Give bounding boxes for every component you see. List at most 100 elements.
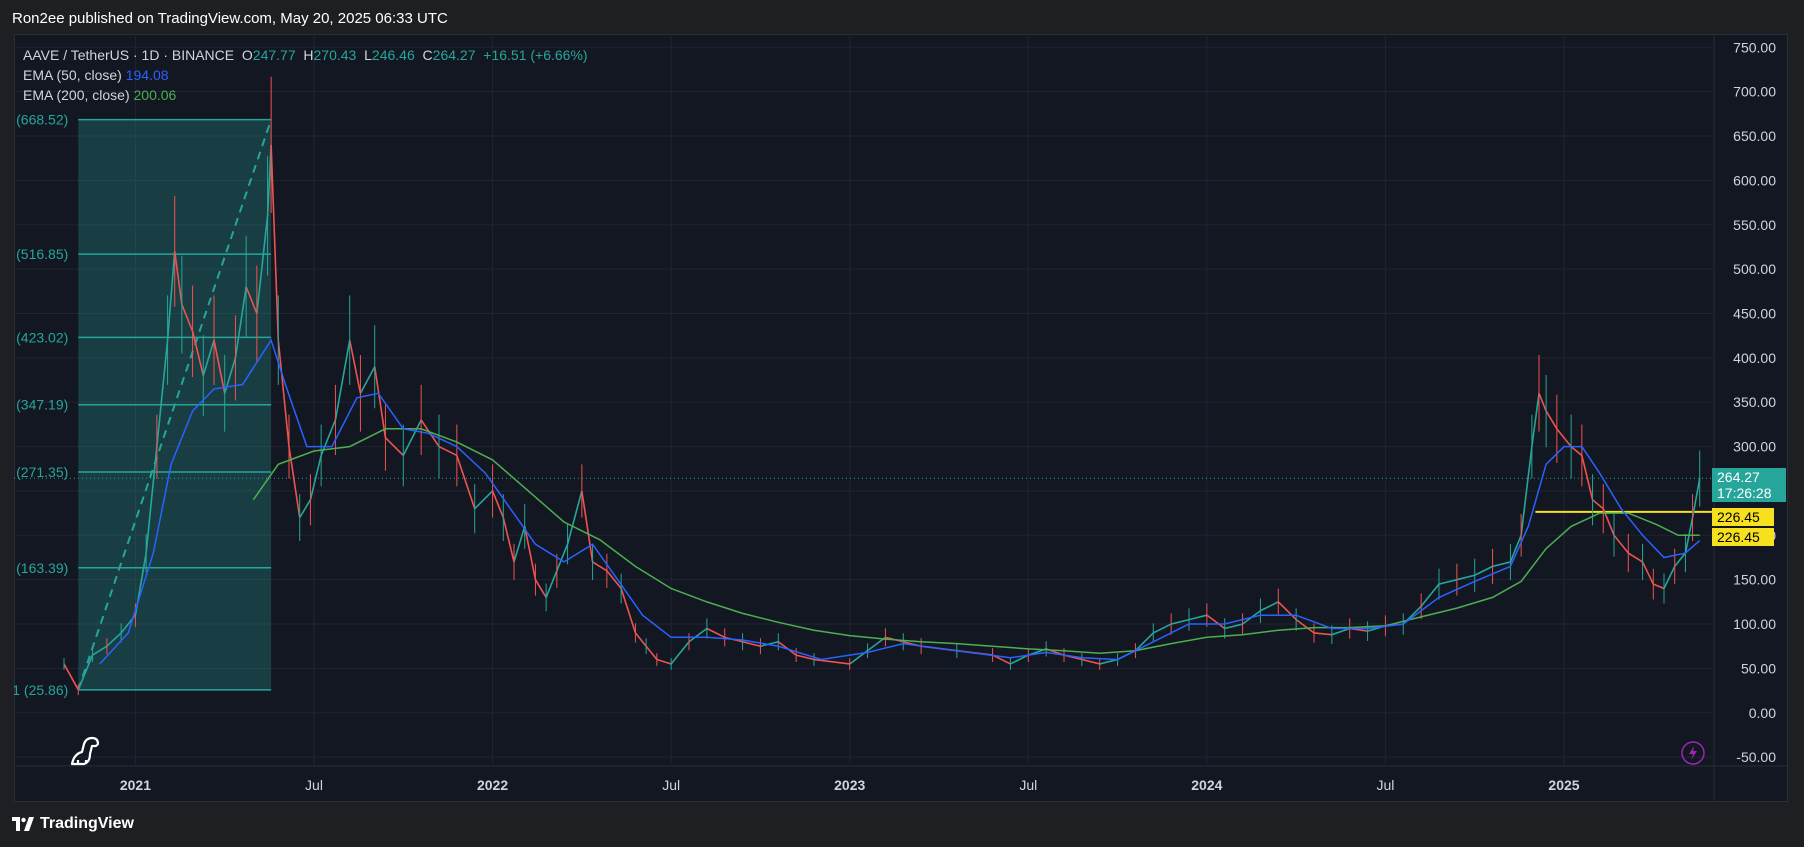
price-segment bbox=[742, 641, 761, 647]
price-segment bbox=[566, 490, 583, 545]
lightning-icon[interactable] bbox=[1680, 740, 1706, 766]
price-segment bbox=[420, 419, 440, 448]
price-segment bbox=[1099, 658, 1118, 665]
ema200-value: 200.06 bbox=[133, 87, 177, 103]
fib-level-label: 0.5 (347.19) bbox=[14, 397, 68, 413]
price-segment bbox=[1509, 535, 1522, 563]
price-segment bbox=[1260, 601, 1279, 612]
ema200-label: EMA (200, close) bbox=[23, 87, 130, 103]
y-tick-label: -50.00 bbox=[1736, 749, 1776, 765]
ema50-label: EMA (50, close) bbox=[23, 67, 122, 83]
price-segment bbox=[402, 419, 422, 456]
price-segment bbox=[1456, 574, 1475, 581]
price-segment bbox=[1492, 561, 1511, 568]
high-label: H bbox=[303, 47, 314, 63]
price-segment bbox=[1474, 565, 1493, 576]
price-segment bbox=[1674, 552, 1687, 567]
price-segment bbox=[191, 331, 205, 376]
last-price-tag: 264.27 17:26:28 bbox=[1712, 468, 1786, 502]
publisher-header: Ron2ee published on TradingView.com, May… bbox=[12, 10, 448, 27]
open-value: 247.77 bbox=[252, 47, 296, 63]
price-segment bbox=[1627, 552, 1643, 563]
ema50-line bbox=[99, 338, 1701, 665]
price-segment bbox=[592, 561, 608, 572]
x-tick-label: 2024 bbox=[1191, 777, 1222, 793]
price-segment bbox=[334, 339, 351, 421]
x-tick-label: 2023 bbox=[834, 777, 865, 793]
price-chart[interactable]: 0 (668.52) 0.236 (516.85) 0.382 (423.02) 0.… bbox=[14, 34, 1788, 802]
price-segment bbox=[1581, 455, 1594, 501]
y-tick-label: 350.00 bbox=[1733, 394, 1776, 410]
close-value: 264.27 bbox=[432, 47, 476, 63]
dino-icon[interactable] bbox=[68, 734, 102, 768]
price-segment bbox=[1188, 614, 1208, 621]
ema50-value: 194.08 bbox=[125, 67, 169, 83]
ema200-line bbox=[252, 428, 1700, 655]
price-segment bbox=[670, 641, 690, 665]
price-segment bbox=[545, 570, 558, 598]
chart-frame[interactable] bbox=[14, 34, 1788, 802]
price-segment bbox=[491, 490, 505, 518]
x-tick-label: 2021 bbox=[120, 777, 151, 793]
y-tick-label: 700.00 bbox=[1733, 84, 1776, 100]
price-segment bbox=[1592, 499, 1604, 510]
ema-tag-2: 226.45 bbox=[1712, 528, 1774, 546]
countdown-value: 17:26:28 bbox=[1717, 485, 1772, 501]
price-segment bbox=[1331, 627, 1350, 636]
fibonacci-retracement: 0 (668.52) 0.236 (516.85) 0.382 (423.02) 0.… bbox=[14, 112, 273, 698]
y-tick-label: 400.00 bbox=[1733, 350, 1776, 366]
y-tick-label: 600.00 bbox=[1733, 172, 1776, 188]
price-segment bbox=[213, 339, 226, 394]
high-value: 270.43 bbox=[313, 47, 357, 63]
ema50-row[interactable]: EMA (50, close) 194.08 bbox=[23, 65, 588, 85]
price-segment bbox=[502, 517, 515, 563]
price-segment bbox=[513, 526, 526, 563]
price-segment bbox=[1313, 632, 1332, 636]
price-segment bbox=[270, 144, 280, 341]
price-segment bbox=[523, 526, 537, 580]
price-segment bbox=[620, 588, 637, 634]
footer-brand-text: TradingView bbox=[40, 815, 134, 832]
price-segment bbox=[1538, 393, 1547, 412]
x-tick-label: Jul bbox=[1376, 777, 1394, 793]
y-tick-label: 750.00 bbox=[1733, 39, 1776, 55]
tradingview-logo-icon bbox=[12, 817, 34, 831]
price-segment bbox=[606, 570, 622, 590]
price-segment bbox=[795, 654, 815, 661]
ema-tag-1: 226.45 bbox=[1712, 508, 1774, 526]
price-segment bbox=[1170, 618, 1190, 625]
price-segment bbox=[1081, 658, 1100, 665]
price-segment bbox=[288, 446, 301, 518]
fib-level-label: 0.382 (423.02) bbox=[14, 329, 68, 345]
ohlc-row: AAVE / TetherUS · 1D · BINANCE O247.77 H… bbox=[23, 45, 588, 65]
price-segment bbox=[1152, 623, 1172, 634]
price-segment bbox=[556, 543, 569, 572]
price-segment bbox=[299, 499, 312, 518]
price-segment bbox=[373, 366, 387, 438]
price-segment bbox=[1295, 618, 1315, 634]
price-segment bbox=[181, 304, 194, 332]
price-segment bbox=[63, 663, 79, 691]
price-segment bbox=[245, 286, 258, 314]
price-segment bbox=[359, 366, 376, 394]
open-label: O bbox=[241, 47, 253, 63]
price-segment bbox=[309, 455, 322, 501]
x-tick-label: Jul bbox=[1019, 777, 1037, 793]
price-segment bbox=[277, 340, 290, 447]
ema200-row[interactable]: EMA (200, close) 200.06 bbox=[23, 85, 588, 105]
y-tick-label: 550.00 bbox=[1733, 217, 1776, 233]
price-segment bbox=[1010, 654, 1029, 665]
x-tick-label: 2022 bbox=[477, 777, 508, 793]
price-segment bbox=[706, 627, 726, 639]
y-tick-label: 50.00 bbox=[1741, 660, 1776, 676]
price-segment bbox=[1438, 578, 1458, 585]
symbol-title[interactable]: AAVE / TetherUS · 1D · BINANCE bbox=[23, 47, 235, 63]
price-segment bbox=[1224, 623, 1243, 630]
x-axis: 2021 Jul 2022 Jul 2023 Jul 2024 Jul 2025 bbox=[120, 777, 1580, 793]
x-tick-label: Jul bbox=[305, 777, 323, 793]
price-segment bbox=[1652, 583, 1665, 590]
price-segment bbox=[92, 645, 108, 656]
last-price-value: 264.27 bbox=[1717, 469, 1760, 485]
price-segment bbox=[202, 339, 215, 376]
price-segment bbox=[234, 286, 247, 358]
